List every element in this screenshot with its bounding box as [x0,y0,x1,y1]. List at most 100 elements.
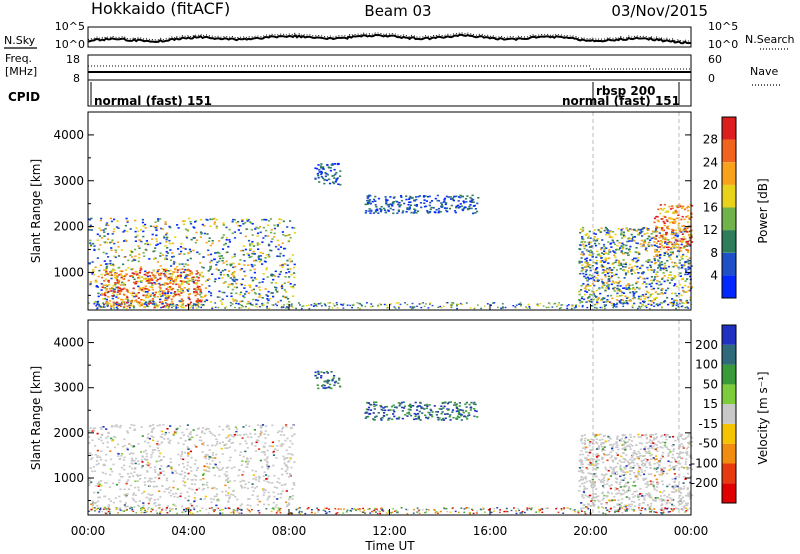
velocity-cell [375,401,378,403]
velocity-cell [278,482,281,484]
velocity-cell [129,427,132,429]
velocity-cell [686,504,689,507]
velocity-cell [591,478,594,481]
power-cell [151,284,154,286]
power-cell [235,282,238,285]
power-cell [605,257,608,259]
velocity-cell [180,453,184,455]
power-cell [194,289,198,291]
power-ground-cell [422,302,425,304]
velocity-cell [216,443,219,445]
velocity-cell [660,504,663,507]
power-cell [127,305,130,308]
power-cell [688,262,692,264]
velocity-cell [417,415,420,418]
power-cell [583,293,587,296]
power-cell [669,208,673,210]
power-ground-cell [225,306,228,308]
velocity-cell [655,458,658,460]
power-cell [662,268,665,271]
power-cell [655,242,658,244]
power-cell [142,225,145,227]
velocity-cell [97,491,100,494]
velocity-cell [176,488,179,490]
power-cell [663,300,666,302]
velocity-cell [187,495,191,498]
power-cell [618,262,621,264]
power-ground-cell [398,307,400,309]
velocity-cell [214,444,217,447]
power-cell [613,254,616,257]
velocity-cell [644,434,647,437]
velocity-cell [157,450,160,452]
power-cell [328,178,331,181]
velocity-cell [229,434,232,436]
velocity-cell [158,443,161,446]
power-cell [685,226,688,228]
power-ground-cell [380,303,382,306]
velocity-cell [660,470,663,472]
power-cell [665,269,668,272]
velocity-cell [628,503,631,506]
power-cell [126,290,129,292]
power-cell [633,292,636,295]
power-cell [663,266,666,269]
power-cell [668,217,671,220]
velocity-cell [671,478,674,480]
velocity-cell [289,496,292,498]
power-cell [689,273,692,276]
power-ground-cell [445,302,448,304]
velocity-cell [237,474,240,477]
velocity-cell [116,443,120,446]
power-cell [110,247,113,249]
power-cell [290,286,293,288]
power-cell [206,279,209,281]
velocity-cell [603,483,606,486]
power-cell [273,236,276,238]
power-cell [683,246,686,248]
velocity-cell [165,477,168,480]
power-cell [105,252,108,255]
velocity-cell [643,448,646,450]
velocity-cell [444,401,447,403]
power-cell [138,275,141,277]
power-cell [164,257,167,260]
velocity-cell [466,418,469,420]
velocity-cell [164,434,167,436]
power-cell [585,285,588,288]
power-ground-cell [108,302,111,305]
power-cell [174,236,177,238]
power-cell [258,281,261,284]
velocity-cell [165,466,169,468]
velocity-cell [118,481,121,484]
power-ground-cell [383,303,386,306]
power-cell [224,281,227,283]
velocity-cell [218,469,221,471]
power-cell [605,231,608,234]
power-cell [685,255,688,258]
velocity-cell [636,463,639,465]
power-cell [334,163,337,165]
power-cell [164,292,167,295]
power-cell [588,230,591,233]
power-cell [655,245,658,247]
power-ground-cell [254,305,257,307]
power-cell [221,277,224,279]
velocity-cell [585,467,588,469]
velocity-cell [467,414,470,417]
power-ytick-label-3: 4000 [53,128,84,142]
power-cell [120,303,123,305]
velocity-cell [194,459,197,462]
power-ground-cell [575,306,577,308]
power-cell [671,205,674,207]
power-ground-cell [555,305,558,308]
power-cell [596,299,599,301]
power-ground-cell [290,305,293,307]
power-cell [661,292,665,295]
power-cell [366,195,369,197]
velocity-cell [182,477,185,480]
power-cell [200,218,203,221]
velocity-cell [128,475,131,478]
